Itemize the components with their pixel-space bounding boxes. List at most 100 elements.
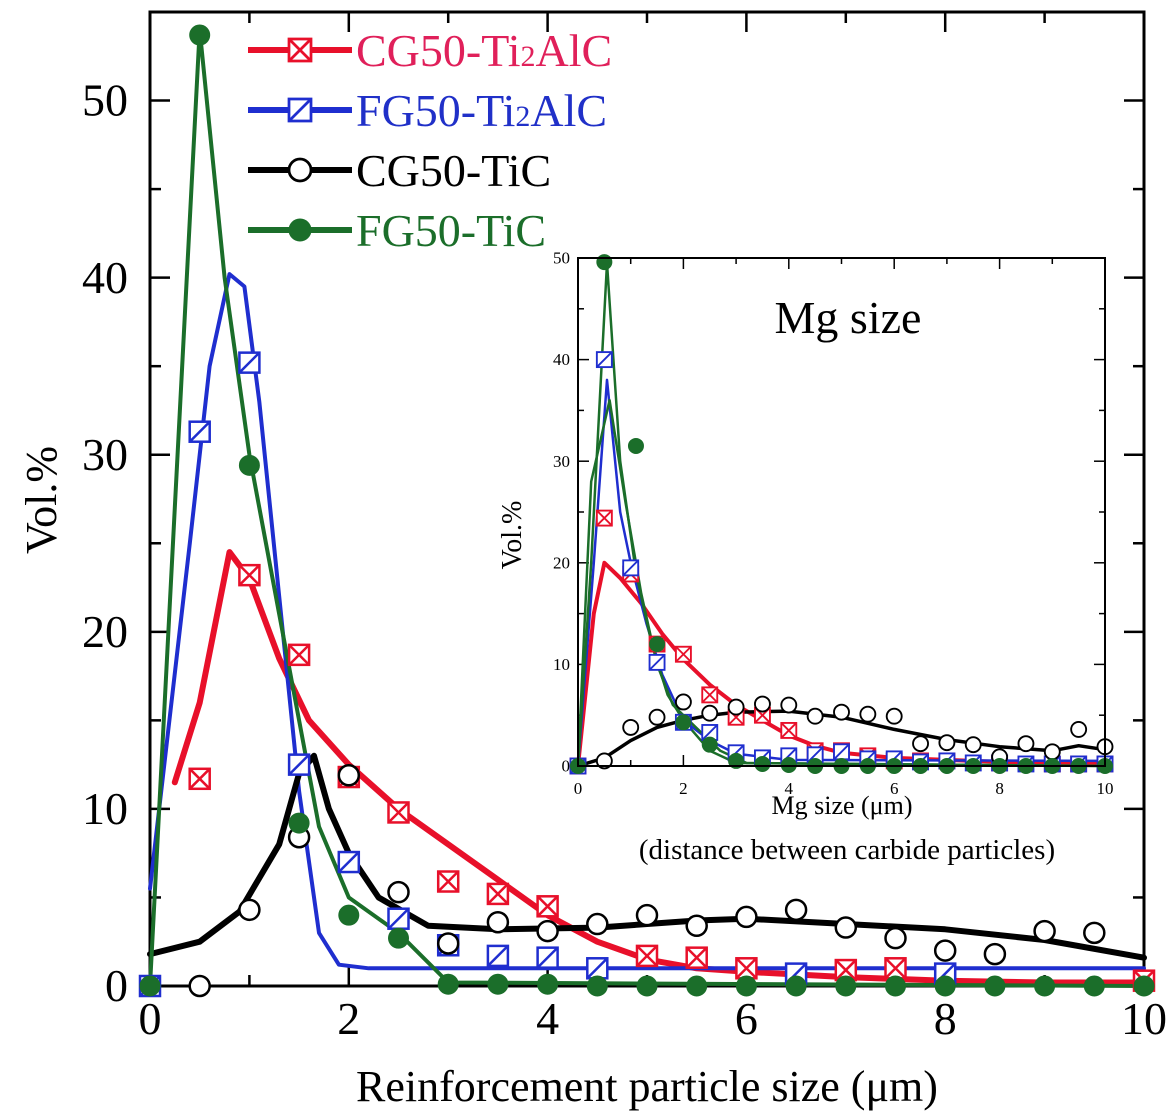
x-tick-label-4: 4 <box>785 779 794 798</box>
marker-filled-circle <box>984 975 1006 997</box>
x-tick-label-2: 2 <box>337 993 360 1044</box>
x-tick-label-2: 2 <box>679 779 688 798</box>
x-tick-label-4: 4 <box>536 993 559 1044</box>
y-tick-label-0: 0 <box>562 757 571 776</box>
marker-filled-circle <box>728 752 745 769</box>
x-tick-label-8: 8 <box>934 993 957 1044</box>
legend-label-FG50-Ti2AlC: FG50-Ti2AlC <box>356 85 607 136</box>
marker-filled-circle <box>586 975 608 997</box>
marker-open-circle <box>912 735 929 753</box>
marker-open-circle <box>436 932 460 955</box>
x-tick-label-0: 0 <box>574 779 583 798</box>
y-tick-label-20: 20 <box>82 606 128 657</box>
marker-filled-circle <box>835 975 857 997</box>
marker-open-circle <box>387 880 410 904</box>
inset-title: Mg size <box>775 292 922 343</box>
marker-cross-b <box>834 959 857 981</box>
marker-open-circle <box>884 926 907 950</box>
marker-slash <box>238 351 261 374</box>
y-tick-label-30: 30 <box>82 429 128 480</box>
marker-open-circle <box>859 705 877 723</box>
marker-slash <box>487 945 509 967</box>
marker-filled-circle <box>675 714 692 731</box>
marker-open-circle <box>1070 720 1088 738</box>
x-tick-label-6: 6 <box>735 993 758 1044</box>
legend-label-CG50-TiC: CG50-TiC <box>356 145 551 196</box>
marker-filled-circle <box>780 756 797 773</box>
marker-filled-circle <box>754 755 771 772</box>
series-line-FG50-Ti2AlC <box>148 272 1146 971</box>
y-tick-label-50: 50 <box>553 249 570 268</box>
marker-slash <box>622 559 639 577</box>
marker-filled-circle <box>636 975 658 997</box>
marker-open-circle <box>486 910 510 934</box>
marker-slash <box>648 654 666 671</box>
inset-plot-frame <box>577 257 1106 767</box>
marker-filled-circle <box>1034 975 1056 997</box>
marker-filled-circle <box>701 736 718 753</box>
marker-open-circle <box>1043 743 1061 761</box>
marker-cross-b <box>536 895 559 918</box>
x-tick-label-10: 10 <box>1097 779 1114 798</box>
marker-open-circle <box>885 707 903 725</box>
marker-open-circle <box>806 707 824 725</box>
marker-open-circle <box>833 703 850 721</box>
series-markers-CG50-TiC <box>188 764 1106 998</box>
marker-cross-b <box>288 38 312 62</box>
marker-open-circle <box>834 916 858 939</box>
marker-open-circle <box>648 708 666 726</box>
y-tick-label-40: 40 <box>553 350 570 369</box>
x-tick-label-8: 8 <box>995 779 1004 798</box>
inset-x-axis-note: (distance between carbide particles) <box>639 834 1055 866</box>
marker-cross-b <box>780 722 797 739</box>
marker-slash <box>596 351 613 368</box>
marker-cross-b <box>701 686 718 704</box>
marker-open-circle <box>622 718 640 736</box>
marker-cross-b <box>636 945 658 967</box>
marker-filled-circle <box>649 636 666 653</box>
marker-cross-b <box>675 646 692 663</box>
marker-filled-circle <box>1083 975 1105 997</box>
marker-slash <box>833 743 850 760</box>
y-tick-label-40: 40 <box>82 252 128 303</box>
y-tick-label-10: 10 <box>553 655 570 674</box>
marker-filled-circle <box>785 975 807 997</box>
inset-tick-labels: 0 2 4 6 8 10 0 10 20 30 40 50 <box>553 249 1114 798</box>
marker-open-circle <box>674 693 692 711</box>
series-markers-FG50-TiC <box>139 24 1155 997</box>
y-tick-label-10: 10 <box>82 783 128 834</box>
marker-open-circle <box>784 898 808 922</box>
marker-cross-b <box>188 767 211 790</box>
series-markers-CG50-TiC <box>595 693 1114 770</box>
marker-slash <box>288 753 310 776</box>
marker-filled-circle <box>735 975 757 997</box>
inset-y-axis-label: Vol.% <box>497 501 528 570</box>
marker-open-circle <box>586 912 609 936</box>
marker-cross-b <box>437 870 460 893</box>
marker-open-circle <box>1017 735 1035 753</box>
marker-slash <box>701 724 718 741</box>
marker-filled-circle <box>686 975 708 997</box>
marker-filled-circle <box>437 973 459 995</box>
marker-filled-circle <box>596 254 613 271</box>
marker-open-circle <box>780 696 798 714</box>
legend: CG50-Ti2AlC FG50-Ti2AlC CG50-TiC FG50-TiC <box>248 25 612 256</box>
marker-open-circle <box>983 942 1007 966</box>
x-tick-label-0: 0 <box>139 993 162 1044</box>
marker-open-circle <box>938 734 956 752</box>
legend-label-FG50-TiC: FG50-TiC <box>356 205 546 256</box>
marker-filled-circle <box>934 975 956 997</box>
marker-open-circle <box>964 736 982 754</box>
marker-open-circle <box>635 903 659 927</box>
main-x-axis-label: Reinforcement particle size (μm) <box>356 1062 938 1111</box>
marker-filled-circle <box>627 437 644 454</box>
marker-cross-b <box>487 883 509 905</box>
y-tick-label-0: 0 <box>105 960 128 1011</box>
marker-filled-circle <box>388 927 409 949</box>
marker-filled-circle <box>189 24 211 46</box>
y-tick-label-30: 30 <box>553 452 570 471</box>
marker-slash <box>536 946 559 969</box>
x-tick-label-10: 10 <box>1121 993 1167 1044</box>
